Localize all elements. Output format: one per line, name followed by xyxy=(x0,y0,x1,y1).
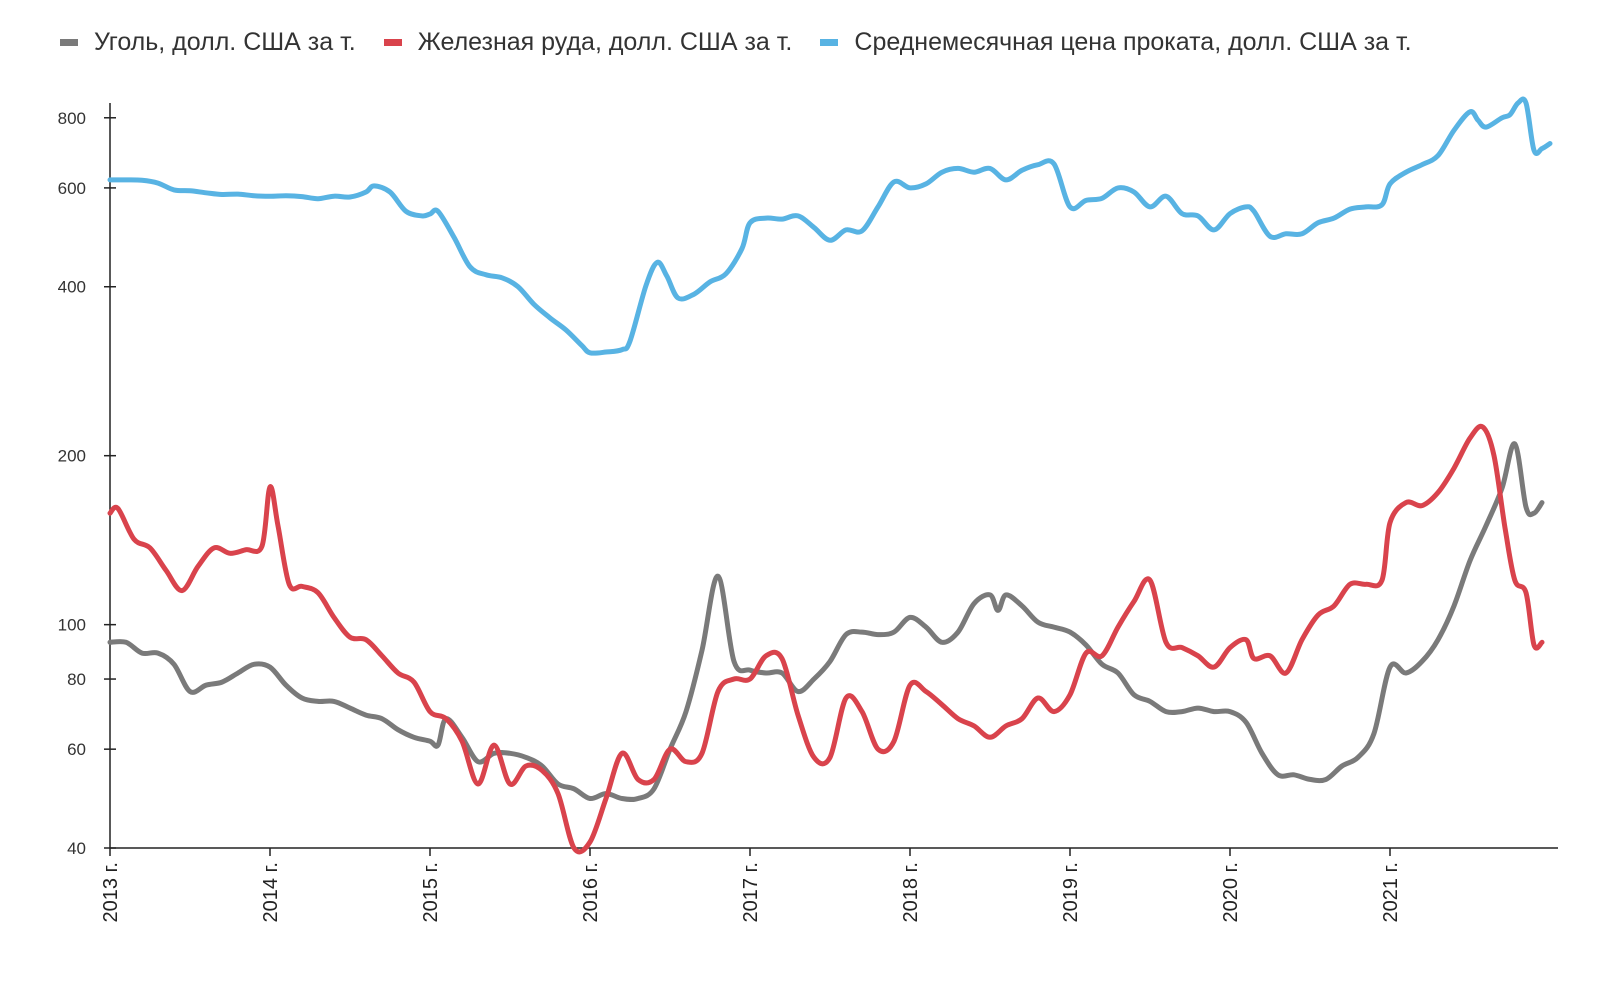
legend-label-rolled-steel: Среднемесячная цена проката, долл. США з… xyxy=(854,28,1412,56)
legend-label-iron-ore: Железная руда, долл. США за т. xyxy=(417,28,793,56)
x-tick-label: 2021 г. xyxy=(1380,862,1402,922)
y-tick-label: 600 xyxy=(58,179,86,198)
series-line-coal xyxy=(107,441,1545,802)
y-tick-label: 800 xyxy=(58,109,86,128)
y-tick-label: 200 xyxy=(58,447,86,466)
legend-swatch-coal xyxy=(60,39,78,46)
series-layer xyxy=(107,96,1553,855)
x-tick-label: 2020 г. xyxy=(1220,862,1242,922)
x-tick-label: 2013 г. xyxy=(100,862,122,922)
legend-label-coal: Уголь, долл. США за т. xyxy=(94,28,356,56)
x-tick-label: 2017 г. xyxy=(740,862,762,922)
y-axis: 40 60 80 100 200 400 600 800 xyxy=(58,103,116,858)
y-tick-label: 60 xyxy=(67,740,86,759)
legend-swatch-rolled-steel xyxy=(820,39,839,46)
legend-item-iron-ore[interactable]: Железная руда, долл. США за т. xyxy=(383,28,793,57)
x-tick-label: 2015 г. xyxy=(420,862,442,922)
series-line-iron-ore xyxy=(107,423,1545,855)
y-tick-label: 100 xyxy=(58,616,86,635)
legend: Уголь, долл. США за т. Железная руда, до… xyxy=(60,28,1412,57)
legend-item-coal[interactable]: Уголь, долл. США за т. xyxy=(60,28,356,57)
y-tick-label: 400 xyxy=(58,278,86,297)
x-tick-label: 2014 г. xyxy=(260,862,282,922)
y-tick-label: 40 xyxy=(67,839,86,858)
x-axis: 2013 г. 2014 г. 2015 г. 2016 г. 2017 г. 2018 … xyxy=(100,847,1558,922)
legend-item-rolled-steel[interactable]: Среднемесячная цена проката, долл. США з… xyxy=(820,28,1412,57)
x-tick-label: 2016 г. xyxy=(580,862,602,922)
series-line-rolled-steel xyxy=(107,96,1553,356)
x-tick-label: 2019 г. xyxy=(1060,862,1082,922)
y-tick-label: 80 xyxy=(67,670,86,689)
legend-swatch-iron-ore xyxy=(383,39,402,46)
x-tick-label: 2018 г. xyxy=(900,862,922,922)
